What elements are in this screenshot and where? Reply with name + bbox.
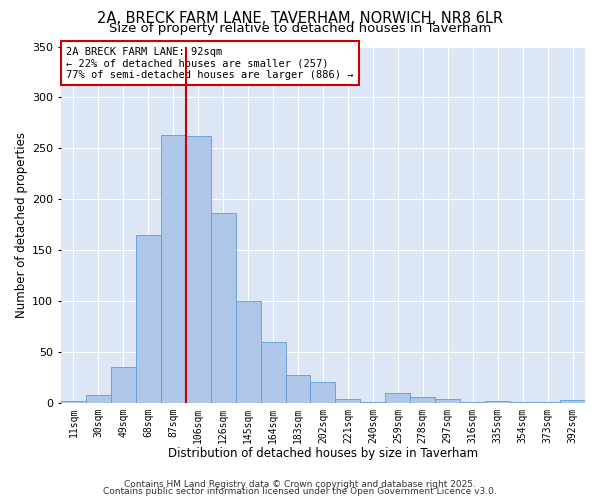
Bar: [186, 136, 211, 402]
Bar: [61, 400, 86, 402]
Text: Size of property relative to detached houses in Taverham: Size of property relative to detached ho…: [109, 22, 491, 35]
Text: 2A, BRECK FARM LANE, TAVERHAM, NORWICH, NR8 6LR: 2A, BRECK FARM LANE, TAVERHAM, NORWICH, …: [97, 11, 503, 26]
Bar: [485, 400, 510, 402]
Bar: [161, 135, 186, 402]
Bar: [435, 398, 460, 402]
Bar: [260, 342, 286, 402]
Bar: [310, 382, 335, 402]
Bar: [111, 367, 136, 402]
Bar: [410, 396, 435, 402]
Text: 2A BRECK FARM LANE: 92sqm
← 22% of detached houses are smaller (257)
77% of semi: 2A BRECK FARM LANE: 92sqm ← 22% of detac…: [66, 46, 353, 80]
Text: Contains public sector information licensed under the Open Government Licence v3: Contains public sector information licen…: [103, 487, 497, 496]
Bar: [86, 394, 111, 402]
Y-axis label: Number of detached properties: Number of detached properties: [15, 132, 28, 318]
Bar: [286, 375, 310, 402]
Bar: [236, 301, 260, 402]
Bar: [385, 392, 410, 402]
Text: Contains HM Land Registry data © Crown copyright and database right 2025.: Contains HM Land Registry data © Crown c…: [124, 480, 476, 489]
X-axis label: Distribution of detached houses by size in Taverham: Distribution of detached houses by size …: [168, 447, 478, 460]
Bar: [211, 214, 236, 402]
Bar: [335, 398, 361, 402]
Bar: [560, 400, 585, 402]
Bar: [136, 235, 161, 402]
